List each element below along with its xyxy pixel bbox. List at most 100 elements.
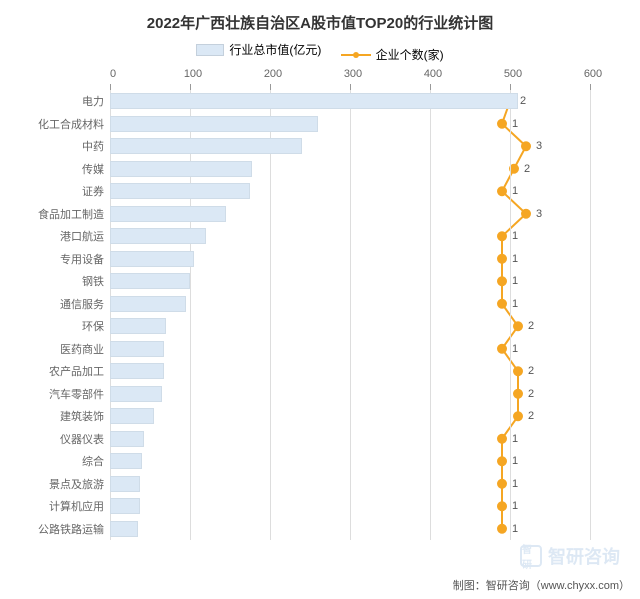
legend-item-bar: 行业总市值(亿元) — [196, 41, 321, 58]
bar — [110, 453, 142, 469]
chart-row: 电力2 — [110, 90, 590, 113]
x-gridline — [590, 90, 591, 540]
line-value-label: 1 — [512, 500, 518, 512]
bar — [110, 116, 318, 132]
line-value-label: 1 — [512, 230, 518, 242]
y-axis-label: 农产品加工 — [49, 363, 104, 379]
bar — [110, 408, 154, 424]
x-tick-mark — [590, 84, 591, 90]
y-axis-label: 化工合成材料 — [38, 116, 104, 132]
line-value-label: 2 — [528, 388, 534, 400]
line-value-label: 1 — [512, 343, 518, 355]
line-value-label: 1 — [512, 185, 518, 197]
chart-row: 环保2 — [110, 315, 590, 338]
bar — [110, 251, 194, 267]
line-value-label: 3 — [536, 140, 542, 152]
chart-row: 传媒2 — [110, 158, 590, 181]
legend-line-dot — [353, 52, 359, 58]
chart-row: 食品加工制造3 — [110, 203, 590, 226]
legend-line-swatch — [341, 49, 371, 61]
chart-row: 化工合成材料1 — [110, 113, 590, 136]
line-value-label: 1 — [512, 253, 518, 265]
chart-row: 汽车零部件2 — [110, 383, 590, 406]
chart-row: 综合1 — [110, 450, 590, 473]
line-value-label: 2 — [528, 365, 534, 377]
y-axis-label: 计算机应用 — [49, 498, 104, 514]
y-axis-label: 专用设备 — [60, 251, 104, 267]
line-value-label: 1 — [512, 433, 518, 445]
bar — [110, 318, 166, 334]
bar — [110, 386, 162, 402]
chart-row: 钢铁1 — [110, 270, 590, 293]
chart-container: 2022年广西壮族自治区A股市值TOP20的行业统计图 行业总市值(亿元) 企业… — [0, 0, 640, 599]
y-axis-label: 景点及旅游 — [49, 476, 104, 492]
line-value-label: 1 — [512, 275, 518, 287]
x-axis-tick-label: 300 — [338, 68, 368, 80]
y-axis-label: 建筑装饰 — [60, 408, 104, 424]
chart-row: 医药商业1 — [110, 338, 590, 361]
bar — [110, 183, 250, 199]
chart-row: 证券1 — [110, 180, 590, 203]
chart-row: 建筑装饰2 — [110, 405, 590, 428]
y-axis-label: 证券 — [82, 183, 104, 199]
y-axis-label: 钢铁 — [82, 273, 104, 289]
bar — [110, 341, 164, 357]
line-value-label: 1 — [512, 523, 518, 535]
x-axis-tick-label: 100 — [178, 68, 208, 80]
line-value-label: 3 — [536, 208, 542, 220]
legend-item-line: 企业个数(家) — [341, 46, 444, 63]
bar — [110, 206, 226, 222]
x-axis-tick-label: 400 — [418, 68, 448, 80]
legend-bar-swatch — [196, 44, 224, 56]
bar — [110, 498, 140, 514]
line-value-label: 1 — [512, 455, 518, 467]
y-axis-label: 食品加工制造 — [38, 206, 104, 222]
bar — [110, 296, 186, 312]
watermark: 智研 智研咨询 — [520, 543, 620, 569]
chart-title: 2022年广西壮族自治区A股市值TOP20的行业统计图 — [0, 0, 640, 33]
bar — [110, 161, 252, 177]
chart-row: 景点及旅游1 — [110, 473, 590, 496]
line-value-label: 1 — [512, 118, 518, 130]
bar — [110, 363, 164, 379]
bar — [110, 273, 190, 289]
x-axis-tick-label: 600 — [578, 68, 608, 80]
x-axis-tick-label: 200 — [258, 68, 288, 80]
y-axis-label: 环保 — [82, 318, 104, 334]
bar — [110, 138, 302, 154]
line-value-label: 2 — [528, 410, 534, 422]
y-axis-label: 仪器仪表 — [60, 431, 104, 447]
chart-row: 中药3 — [110, 135, 590, 158]
y-axis-label: 通信服务 — [60, 296, 104, 312]
plot-area: 0100200300400500600电力2化工合成材料1中药3传媒2证券1食品… — [110, 90, 590, 540]
chart-caption: 制图：智研咨询（www.chyxx.com） — [453, 577, 630, 593]
line-value-label: 2 — [520, 95, 526, 107]
y-axis-label: 汽车零部件 — [49, 386, 104, 402]
line-value-label: 2 — [524, 163, 530, 175]
y-axis-label: 港口航运 — [60, 228, 104, 244]
chart-row: 专用设备1 — [110, 248, 590, 271]
line-value-label: 2 — [528, 320, 534, 332]
y-axis-label: 电力 — [82, 93, 104, 109]
chart-row: 仪器仪表1 — [110, 428, 590, 451]
y-axis-label: 综合 — [82, 453, 104, 469]
chart-row: 计算机应用1 — [110, 495, 590, 518]
chart-legend: 行业总市值(亿元) 企业个数(家) — [0, 41, 640, 63]
bar — [110, 93, 518, 109]
chart-row: 公路铁路运输1 — [110, 518, 590, 541]
line-value-label: 1 — [512, 298, 518, 310]
watermark-icon: 智研 — [520, 545, 542, 567]
chart-row: 农产品加工2 — [110, 360, 590, 383]
watermark-text: 智研咨询 — [548, 543, 620, 569]
y-axis-label: 传媒 — [82, 161, 104, 177]
chart-row: 港口航运1 — [110, 225, 590, 248]
bar — [110, 476, 140, 492]
bar — [110, 228, 206, 244]
chart-row: 通信服务1 — [110, 293, 590, 316]
y-axis-label: 公路铁路运输 — [38, 521, 104, 537]
line-value-label: 1 — [512, 478, 518, 490]
x-axis-tick-label: 500 — [498, 68, 528, 80]
y-axis-label: 医药商业 — [60, 341, 104, 357]
bar — [110, 521, 138, 537]
y-axis-label: 中药 — [82, 138, 104, 154]
